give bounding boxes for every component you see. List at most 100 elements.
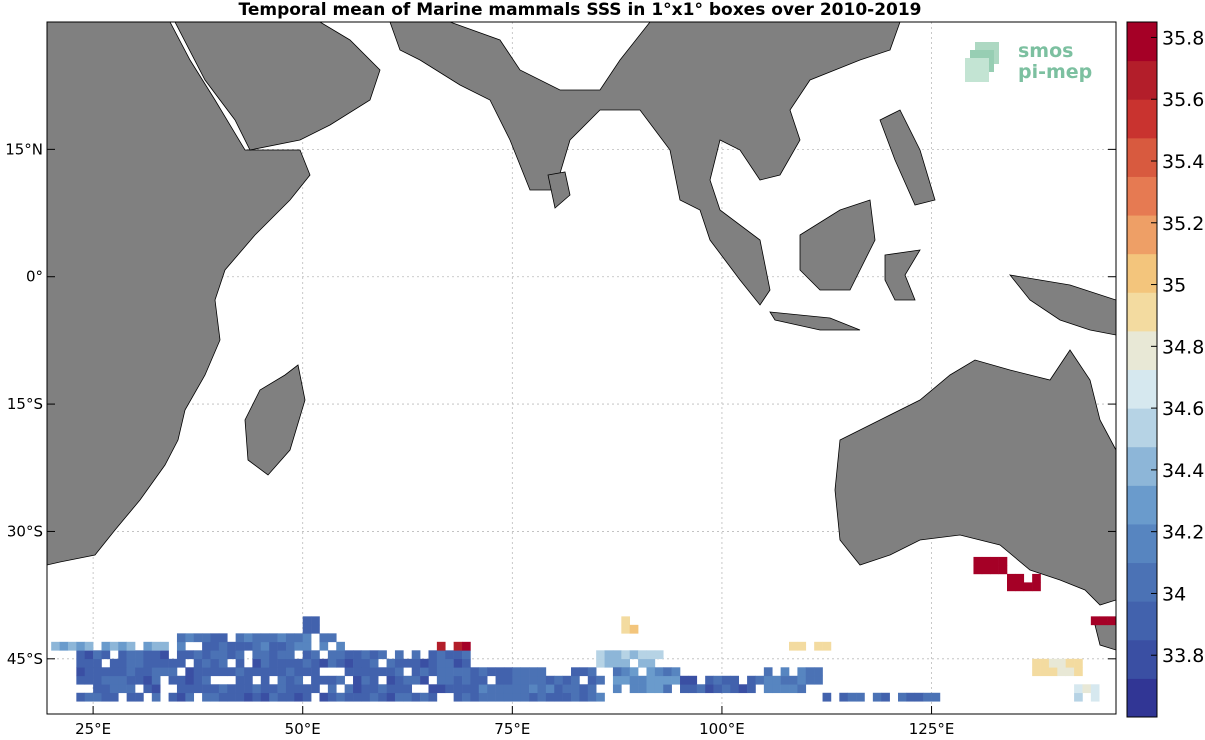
sss-cell <box>503 667 513 677</box>
sss-cell <box>1007 573 1016 583</box>
sss-cell <box>462 641 471 651</box>
sss-cell <box>478 675 488 685</box>
sss-cell <box>185 675 195 685</box>
sss-cell <box>168 675 178 685</box>
sss-cell <box>587 684 597 694</box>
sss-cell <box>160 650 169 660</box>
sss-cell <box>789 675 798 685</box>
sss-cell <box>1082 684 1092 694</box>
sss-cell <box>277 692 287 702</box>
sss-cell <box>780 684 790 694</box>
sss-cell <box>260 692 270 702</box>
colorbar-segment <box>1127 176 1157 216</box>
sri-lanka <box>547 171 571 209</box>
sss-cell <box>151 658 161 668</box>
sss-cell <box>671 675 681 685</box>
lon-tick-label: 50°E <box>285 720 321 738</box>
sss-cell <box>906 692 916 702</box>
sss-cell <box>76 667 86 677</box>
sss-cell <box>763 667 773 677</box>
sss-cell <box>872 692 882 702</box>
sss-cell <box>420 675 429 685</box>
sss-cell <box>160 658 169 668</box>
sss-cell <box>1015 573 1025 583</box>
sss-cell <box>118 650 127 660</box>
sss-cell <box>680 675 689 685</box>
sss-cell <box>495 692 505 702</box>
sss-cell <box>612 667 622 677</box>
sss-cell <box>1015 582 1025 592</box>
sss-cell <box>998 565 1008 575</box>
sss-cell <box>143 675 153 685</box>
sss-cell <box>336 658 345 668</box>
sss-cell <box>411 692 421 702</box>
sss-cell <box>663 675 672 685</box>
sss-cell <box>688 684 698 694</box>
sss-cell <box>705 675 714 685</box>
sss-cell <box>336 692 345 702</box>
sss-cell <box>638 675 647 685</box>
sss-cell <box>629 650 639 660</box>
sss-cell <box>436 667 446 677</box>
sss-cell <box>1032 573 1041 583</box>
sss-cell <box>369 658 379 668</box>
sss-cell <box>227 641 236 651</box>
sss-cell <box>436 641 446 651</box>
sss-cell <box>478 684 488 694</box>
sss-cell <box>210 692 220 702</box>
sss-cell <box>671 667 681 677</box>
sss-cell <box>93 684 102 694</box>
sss-cell <box>176 684 186 694</box>
sss-cell <box>319 675 329 685</box>
sss-cell <box>411 658 421 668</box>
sss-cell <box>202 641 211 651</box>
sss-cell <box>403 692 413 702</box>
colorbar-segment <box>1127 485 1157 525</box>
smos-pi-mep-logo: smos pi-mep <box>965 40 1092 83</box>
sss-cell <box>151 650 161 660</box>
sss-cell <box>311 624 320 634</box>
sss-cell <box>755 675 765 685</box>
sss-cell <box>210 684 220 694</box>
sss-cell <box>629 675 639 685</box>
sss-cell <box>428 658 438 668</box>
colorbar-label: 33.8 <box>1162 645 1204 667</box>
sss-cell <box>185 650 195 660</box>
sss-cell <box>227 650 236 660</box>
sss-cell <box>1099 616 1108 626</box>
sss-cell <box>126 658 136 668</box>
colorbar-segment <box>1127 523 1157 564</box>
sss-cell <box>311 616 320 626</box>
sss-cell <box>386 667 396 677</box>
sss-cell <box>378 667 387 677</box>
sss-cell <box>646 684 656 694</box>
sss-cell <box>227 692 236 702</box>
colorbar-segment <box>1127 369 1157 409</box>
arabia-landmass <box>174 22 381 151</box>
sss-cell <box>302 624 312 634</box>
sss-cell <box>202 692 211 702</box>
sss-cell <box>311 675 320 685</box>
sss-cell <box>797 684 807 694</box>
colorbar-segment <box>1127 99 1157 139</box>
sss-cell <box>1040 658 1050 668</box>
logo-line-smos: smos <box>1018 40 1073 62</box>
sss-cell <box>176 650 186 660</box>
sss-cell <box>202 658 211 668</box>
sss-cell <box>428 684 438 694</box>
sss-cell <box>1074 692 1083 702</box>
sss-cell <box>285 667 295 677</box>
sss-cell <box>311 684 320 694</box>
sss-cell <box>638 658 647 668</box>
sss-cell <box>914 692 924 702</box>
sss-cell <box>596 650 605 660</box>
sss-cell <box>394 684 404 694</box>
sss-cell <box>126 684 136 694</box>
colorbar-segment <box>1127 408 1157 448</box>
sss-cell <box>294 633 304 643</box>
sss-cell <box>512 684 522 694</box>
sss-cell <box>763 684 773 694</box>
sss-cell <box>302 692 312 702</box>
sss-cell <box>763 675 773 685</box>
sss-cell <box>210 667 220 677</box>
